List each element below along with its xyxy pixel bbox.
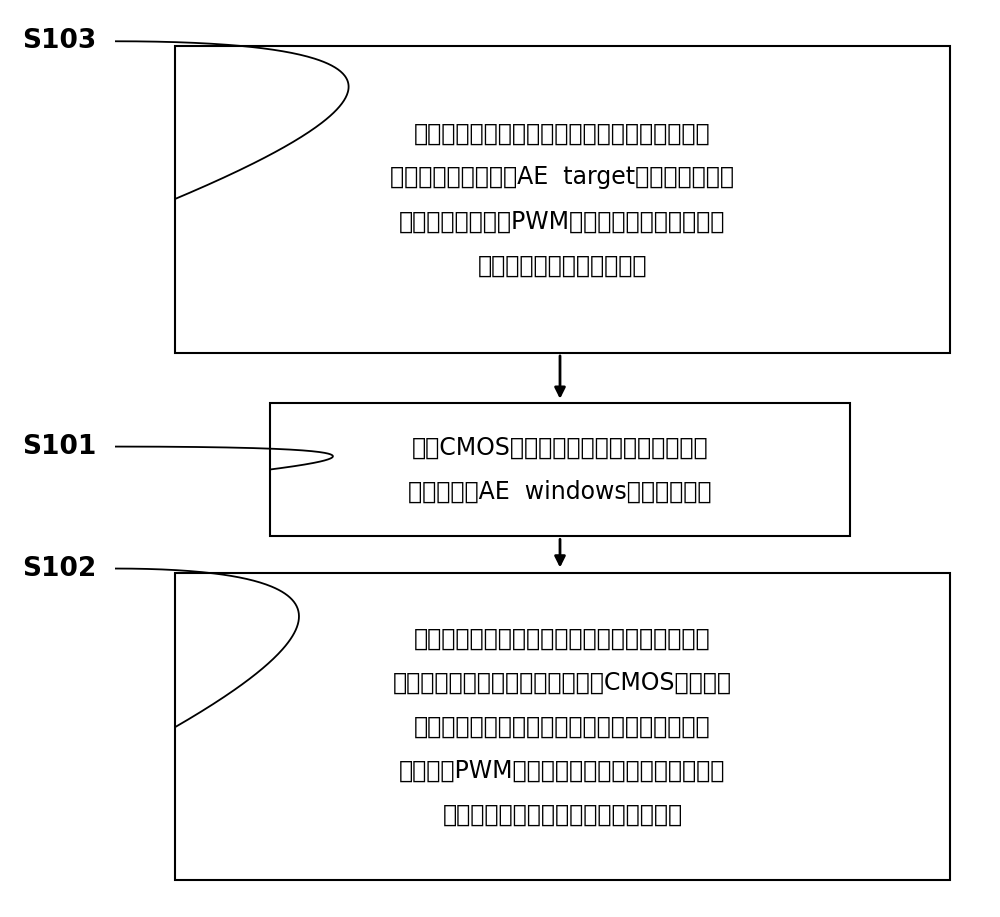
Text: 值和增益值，调整PWM占空比以使得侦测区域的: 值和增益值，调整PWM占空比以使得侦测区域的 <box>399 209 726 234</box>
FancyBboxPatch shape <box>175 573 950 880</box>
Text: 动曝光窗口AE  windows设定侦测区域: 动曝光窗口AE windows设定侦测区域 <box>408 480 712 504</box>
Text: 器所获取的预设亮度平均值、曝光时间值和增益: 器所获取的预设亮度平均值、曝光时间值和增益 <box>414 714 711 739</box>
Text: 行校正，读取并保存期待照度值下CMOS图像传感: 行校正，读取并保存期待照度值下CMOS图像传感 <box>393 670 732 695</box>
FancyBboxPatch shape <box>175 46 950 353</box>
Text: 利用CMOS图像传感器的像素阵列区域或自: 利用CMOS图像传感器的像素阵列区域或自 <box>412 436 708 460</box>
Text: 行校正，读取并保存AE  target、最大曝光时间: 行校正，读取并保存AE target、最大曝光时间 <box>390 165 734 190</box>
Text: 增益值与保存的增益值相同: 增益值与保存的增益值相同 <box>478 253 647 278</box>
Text: 响应于自动曝光关闭，利用期待照度值于暗室进: 响应于自动曝光关闭，利用期待照度值于暗室进 <box>414 626 711 651</box>
FancyBboxPatch shape <box>270 403 850 536</box>
Text: 值，调整PWM占空比控制照明设备以使得侦测区: 值，调整PWM占空比控制照明设备以使得侦测区 <box>399 758 726 783</box>
Text: S103: S103 <box>22 28 96 54</box>
Text: S102: S102 <box>22 556 96 581</box>
Text: 域的亮度平均值与预设亮度平均值相同: 域的亮度平均值与预设亮度平均值相同 <box>442 802 683 827</box>
Text: S101: S101 <box>22 434 96 459</box>
Text: 响应于自动曝光开启，利用期待照度值于暗室进: 响应于自动曝光开启，利用期待照度值于暗室进 <box>414 121 711 146</box>
